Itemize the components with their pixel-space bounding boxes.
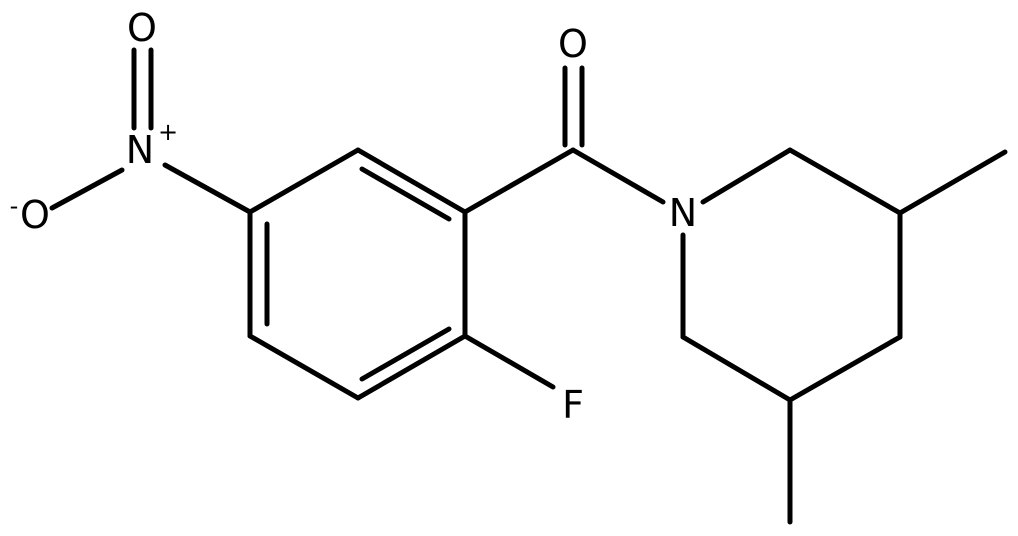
atom-label: F (562, 383, 584, 427)
bonds (49, 47, 1008, 525)
atom-label: O (558, 22, 588, 66)
atom-label: O (20, 193, 50, 237)
charge-label: - (10, 192, 19, 220)
atom-label: O (127, 6, 157, 50)
charge-label: + (158, 118, 178, 146)
atom-label: N (126, 128, 154, 172)
atom-label: N (669, 191, 697, 235)
